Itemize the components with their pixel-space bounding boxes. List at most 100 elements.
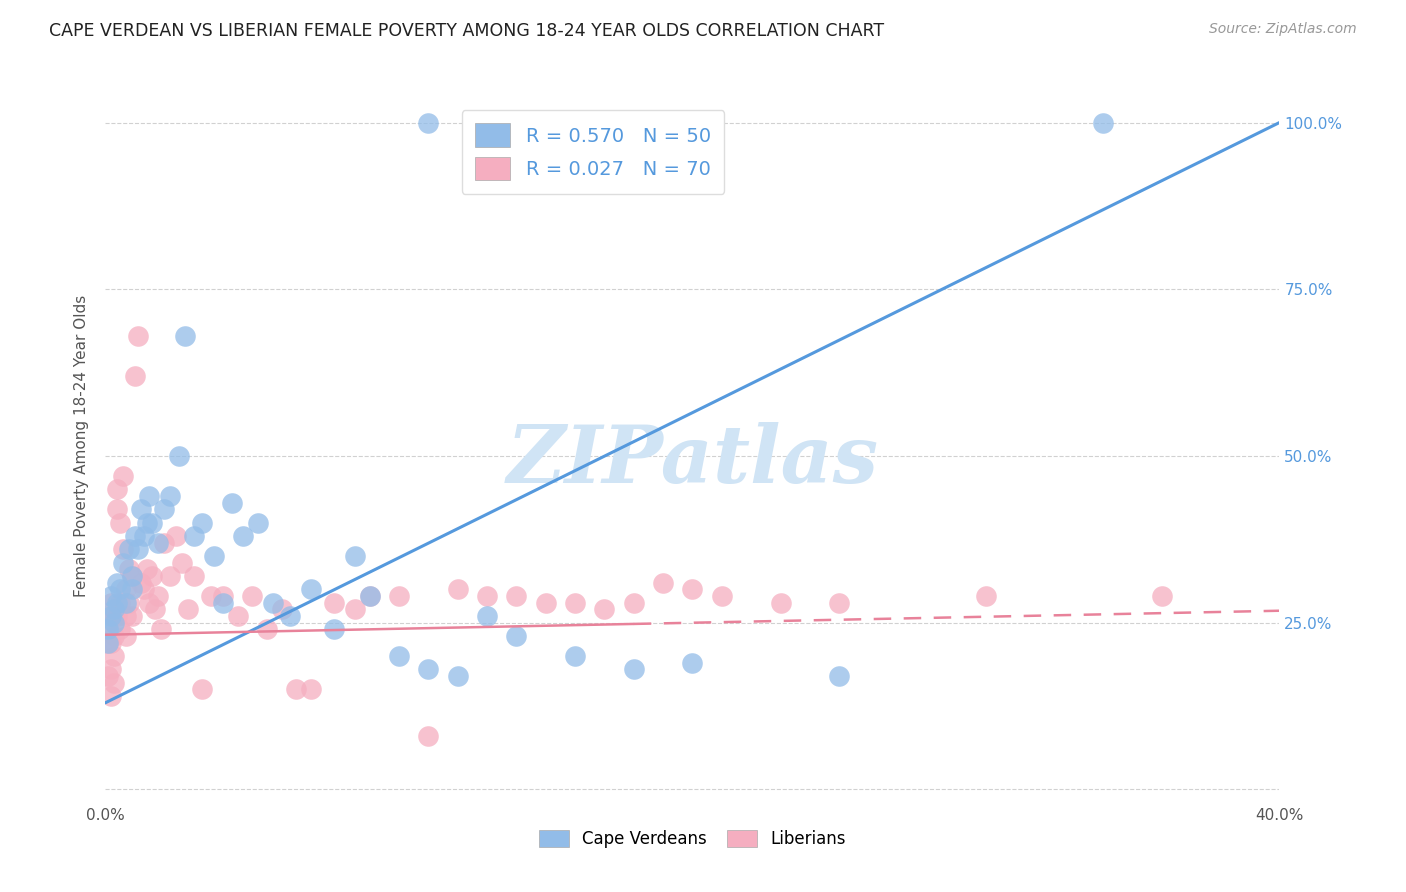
Point [105, 575, 128, 590]
Point [623, 596, 645, 610]
Point [105, 609, 128, 624]
Point [127, 542, 149, 557]
Point [103, 602, 125, 616]
Point [100, 636, 122, 650]
Point [150, 623, 173, 637]
Point [828, 596, 851, 610]
Point [115, 629, 138, 643]
Point [148, 535, 170, 549]
Point [141, 569, 163, 583]
Point [100, 609, 122, 624]
Point [534, 596, 557, 610]
Point [593, 602, 616, 616]
Point [153, 535, 176, 549]
Point [388, 649, 411, 664]
Point [100, 596, 122, 610]
Point [285, 682, 308, 697]
Point [170, 556, 193, 570]
Point [299, 682, 322, 697]
Point [240, 589, 263, 603]
Point [221, 496, 243, 510]
Point [359, 589, 381, 603]
Point [343, 602, 366, 616]
Point [105, 596, 128, 610]
Point [118, 542, 141, 557]
Point [100, 589, 122, 603]
Point [115, 596, 138, 610]
Point [323, 623, 346, 637]
Point [103, 675, 125, 690]
Point [505, 589, 527, 603]
Point [280, 609, 302, 624]
Point [202, 549, 225, 563]
Point [623, 662, 645, 676]
Legend: Cape Verdeans, Liberians: Cape Verdeans, Liberians [533, 823, 852, 855]
Point [97, 636, 120, 650]
Point [108, 596, 131, 610]
Point [165, 529, 187, 543]
Point [103, 629, 125, 643]
Point [103, 649, 125, 664]
Point [124, 368, 146, 383]
Point [211, 589, 233, 603]
Point [447, 582, 470, 597]
Point [100, 662, 122, 676]
Point [159, 489, 181, 503]
Point [828, 669, 851, 683]
Point [564, 596, 586, 610]
Point [148, 589, 170, 603]
Point [682, 582, 704, 597]
Point [97, 615, 120, 630]
Point [100, 689, 122, 703]
Point [121, 582, 143, 597]
Point [211, 596, 233, 610]
Point [1092, 115, 1115, 129]
Point [226, 609, 249, 624]
Point [153, 502, 176, 516]
Point [115, 582, 138, 597]
Point [118, 562, 141, 576]
Point [505, 629, 527, 643]
Y-axis label: Female Poverty Among 18-24 Year Olds: Female Poverty Among 18-24 Year Olds [75, 295, 90, 597]
Point [97, 636, 120, 650]
Point [112, 469, 135, 483]
Point [475, 609, 498, 624]
Point [112, 556, 135, 570]
Point [682, 656, 704, 670]
Text: CAPE VERDEAN VS LIBERIAN FEMALE POVERTY AMONG 18-24 YEAR OLDS CORRELATION CHART: CAPE VERDEAN VS LIBERIAN FEMALE POVERTY … [49, 22, 884, 40]
Point [183, 529, 205, 543]
Point [176, 602, 198, 616]
Point [129, 502, 152, 516]
Text: ZIPatlas: ZIPatlas [506, 422, 879, 499]
Point [388, 589, 411, 603]
Point [112, 542, 135, 557]
Point [127, 329, 149, 343]
Point [191, 682, 214, 697]
Point [103, 615, 125, 630]
Point [129, 575, 152, 590]
Point [173, 329, 195, 343]
Point [121, 569, 143, 583]
Point [105, 502, 128, 516]
Text: Source: ZipAtlas.com: Source: ZipAtlas.com [1209, 22, 1357, 37]
Point [769, 596, 792, 610]
Point [710, 589, 733, 603]
Point [135, 562, 157, 576]
Point [447, 669, 470, 683]
Point [262, 596, 284, 610]
Point [200, 589, 222, 603]
Point [115, 609, 138, 624]
Point [418, 662, 440, 676]
Point [121, 569, 143, 583]
Point [159, 569, 181, 583]
Point [121, 609, 143, 624]
Point [141, 516, 163, 530]
Point [183, 569, 205, 583]
Point [138, 596, 160, 610]
Point [124, 529, 146, 543]
Point [132, 529, 155, 543]
Point [564, 649, 586, 664]
Point [108, 516, 131, 530]
Point [118, 596, 141, 610]
Point [270, 602, 292, 616]
